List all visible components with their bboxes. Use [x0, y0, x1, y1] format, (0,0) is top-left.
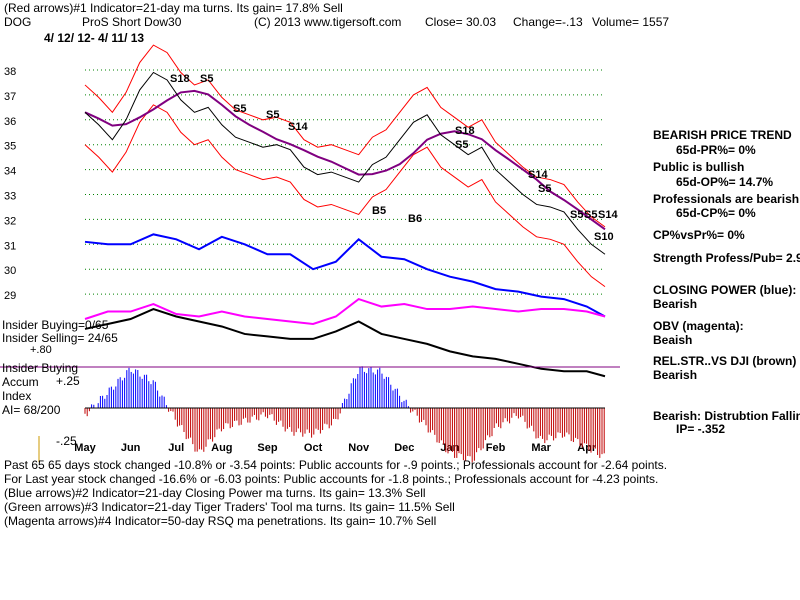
minus25-label: -.25 — [56, 434, 77, 448]
signal-s5: S5 — [455, 139, 468, 151]
ai-value: AI= 68/200 — [2, 403, 61, 417]
lower-band — [84, 104, 606, 288]
y-tick-label: 36 — [4, 116, 16, 128]
x-axis-labels: MayJunJulAugSepOctNovDecJanFebMarApr — [74, 442, 597, 454]
series-rel-str-vs-dji — [84, 307, 606, 378]
plus80-label: +.80 — [30, 344, 52, 356]
signal-s14: S14 — [598, 209, 618, 221]
y-tick-label: 38 — [4, 66, 16, 78]
op-value: 65d-OP%= 14.7% — [676, 175, 774, 189]
x-tick-label: Aug — [211, 442, 232, 454]
price-bands — [84, 44, 606, 288]
x-tick-label: Nov — [348, 442, 370, 454]
signal-s14: S14 — [288, 121, 308, 133]
x-tick-label: Oct — [304, 442, 323, 454]
strength-value: Strength Profess/Pub= 2.9 — [653, 251, 800, 265]
accum-status: Bearish: Distrubtion Falling — [653, 409, 800, 423]
pros-label: Professionals are bearish — [653, 192, 800, 206]
upper-band — [84, 44, 606, 228]
index-label: Index — [2, 389, 32, 403]
y-tick-label: 31 — [4, 240, 16, 252]
indicator-line-1: (Red arrows)#1 Indicator=21-day ma turns… — [4, 1, 343, 15]
y-tick-label: 34 — [4, 166, 16, 178]
moving-average — [84, 89, 606, 231]
closing-power-status: Bearish — [653, 297, 698, 311]
insider-buying-label: Insider Buying — [2, 361, 79, 375]
ticker: DOG — [4, 15, 32, 29]
signal-s18: S18 — [170, 73, 190, 85]
change-value: Change=-.13 — [513, 15, 583, 29]
trend-title: BEARISH PRICE TREND — [653, 128, 792, 142]
y-tick-label: 37 — [4, 91, 16, 103]
series-closing-power — [84, 233, 606, 318]
insider-selling-count: Insider Selling= 24/65 — [2, 331, 118, 345]
accum-label: Accum — [2, 375, 39, 389]
signal-s14: S14 — [528, 169, 548, 181]
indicator-lines — [84, 71, 606, 378]
date-range: 4/ 12/ 12- 4/ 11/ 13 — [44, 31, 145, 45]
x-tick-label: May — [74, 442, 96, 454]
x-tick-label: Sep — [257, 442, 277, 454]
obv-status: Beaish — [653, 333, 693, 347]
obv-label: OBV (magenta): — [653, 319, 744, 333]
y-tick-label: 32 — [4, 215, 16, 227]
footer-line-5: (Magenta arrows)#4 Indicator=50-day RSQ … — [4, 514, 437, 528]
closing-power-label: CLOSING POWER (blue): — [653, 283, 797, 297]
series-price — [84, 71, 606, 255]
relstr-status: Bearish — [653, 368, 698, 382]
cpvspr-value: CP%vsPr%= 0% — [653, 228, 745, 242]
signal-b6: B6 — [408, 213, 422, 225]
pr-value: 65d-PR%= 0% — [676, 143, 756, 157]
insider-buying-count: Insider Buying=0/65 — [2, 318, 109, 332]
footer-line-3: (Blue arrows)#2 Indicator=21-day Closing… — [4, 486, 426, 500]
signal-s5: S5 — [266, 109, 279, 121]
footer-line-1: Past 65 65 days stock changed -10.8% or … — [4, 458, 668, 472]
signal-s18: S18 — [455, 125, 475, 137]
signal-s5: S5 — [570, 209, 583, 221]
series-obv — [84, 297, 606, 325]
fund-name: ProS Short Dow30 — [82, 15, 182, 29]
cp-value: 65d-CP%= 0% — [676, 206, 756, 220]
signal-s5: S5 — [584, 209, 597, 221]
x-tick-label: Feb — [486, 442, 506, 454]
y-tick-label: 29 — [4, 290, 16, 302]
footer-line-4: (Green arrows)#3 Indicator=21-day Tiger … — [4, 500, 455, 514]
y-axis-labels: 38 37 36 35 34 33 32 31 30 29 — [4, 66, 16, 302]
signal-s5: S5 — [200, 73, 213, 85]
y-tick-label: 33 — [4, 191, 16, 203]
x-tick-label: Mar — [531, 442, 551, 454]
plus25-label: +.25 — [56, 374, 80, 388]
signal-s5: S5 — [233, 103, 246, 115]
signal-s5: S5 — [538, 183, 551, 195]
accum-index-bars — [84, 366, 605, 463]
x-tick-label: Dec — [394, 442, 414, 454]
ip-value: IP= -.352 — [676, 422, 726, 436]
x-tick-label: Jul — [168, 442, 184, 454]
relstr-label: REL.STR..VS DJI (brown) — [653, 354, 797, 368]
signal-s10: S10 — [594, 231, 614, 243]
footer-line-2: For Last year stock changed -16.6% or -6… — [4, 472, 659, 486]
public-label: Public is bullish — [653, 160, 745, 174]
close-value: Close= 30.03 — [425, 15, 497, 29]
signal-b5: B5 — [372, 205, 386, 217]
y-tick-label: 35 — [4, 141, 16, 153]
volume-value: Volume= 1557 — [592, 15, 670, 29]
copyright: (C) 2013 www.tigersoft.com — [254, 15, 402, 29]
y-tick-label: 30 — [4, 265, 16, 277]
x-tick-label: Jun — [121, 442, 141, 454]
price-gridlines — [85, 69, 605, 295]
